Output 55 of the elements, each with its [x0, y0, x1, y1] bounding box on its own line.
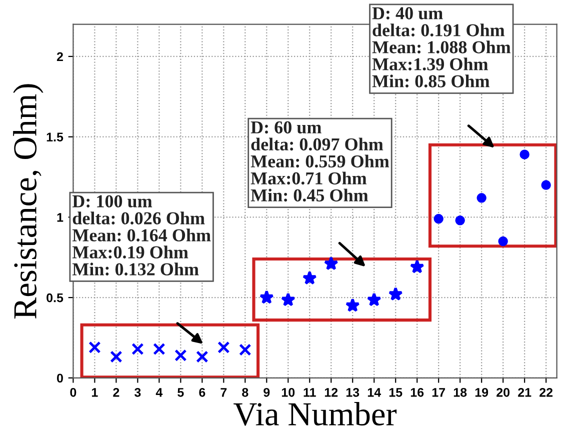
- point: [88, 341, 101, 354]
- point: [541, 180, 551, 190]
- x-tick-label: 6: [199, 388, 206, 397]
- annotation: D: 60 um delta: 0.097 Ohm Mean: 0.559 Ohm Max:0.71 Ohm Min: 0.45 Ohm: [250, 121, 390, 202]
- x-tick-label: 10: [282, 388, 295, 397]
- point: [239, 344, 252, 356]
- x-tick-label: 18: [454, 388, 467, 397]
- y-tick-label: 1: [57, 213, 64, 222]
- x-tick-label: 0: [70, 388, 76, 397]
- x-tick-label: 15: [389, 388, 402, 397]
- x-tick-label: 4: [156, 388, 163, 397]
- y-tick-label: 0: [57, 374, 63, 383]
- point: [218, 341, 230, 354]
- point: [174, 349, 187, 362]
- annotation: D: 100 um delta: 0.026 Ohm Mean: 0.164 Ohm Max:0.19 Ohm Min: 0.132 Ohm: [72, 195, 211, 276]
- x-axis-title: Via Number: [234, 402, 397, 426]
- point: [388, 286, 403, 301]
- x-tick-label: 17: [432, 388, 445, 397]
- x-tick-label: 21: [518, 388, 532, 397]
- x-tick-label: 12: [324, 388, 338, 397]
- y-tick-label: 2: [56, 52, 63, 61]
- x-tick-label: 2: [113, 388, 120, 397]
- x-tick-label: 22: [540, 388, 553, 397]
- point: [196, 350, 208, 363]
- y-axis-title: Resistance, Ohm): [13, 84, 44, 319]
- x-tick-label: 8: [242, 388, 248, 397]
- point: [259, 290, 274, 304]
- x-tick-label: 16: [410, 388, 424, 397]
- y-tick-label: 0.5: [46, 293, 64, 302]
- point: [520, 150, 530, 160]
- x-tick-label: 11: [304, 388, 316, 397]
- point: [110, 350, 122, 363]
- annotation: D: 40 um delta: 0.191 Ohm Mean: 1.088 Ohm Max:1.39 Ohm Min: 0.85 Ohm: [372, 7, 511, 88]
- point: [324, 256, 338, 270]
- point: [345, 298, 360, 312]
- y-tick-label: 1.5: [46, 132, 64, 142]
- point: [498, 236, 508, 246]
- point: [366, 292, 382, 306]
- x-tick-label: 5: [178, 388, 184, 397]
- x-tick-label: 3: [134, 388, 141, 397]
- point: [132, 342, 144, 356]
- x-tick-label: 19: [475, 388, 488, 397]
- point: [434, 214, 444, 224]
- point: [476, 193, 486, 203]
- x-tick-label: 7: [220, 388, 227, 397]
- point: [280, 292, 296, 306]
- x-tick-label: 20: [496, 388, 510, 397]
- x-tick-label: 9: [264, 388, 270, 397]
- point: [153, 342, 166, 356]
- x-tick-label: 1: [92, 388, 98, 397]
- point: [410, 260, 424, 274]
- x-tick-label: 13: [346, 388, 360, 397]
- point: [302, 270, 317, 285]
- x-tick-label: 14: [368, 388, 381, 397]
- point: [455, 216, 465, 226]
